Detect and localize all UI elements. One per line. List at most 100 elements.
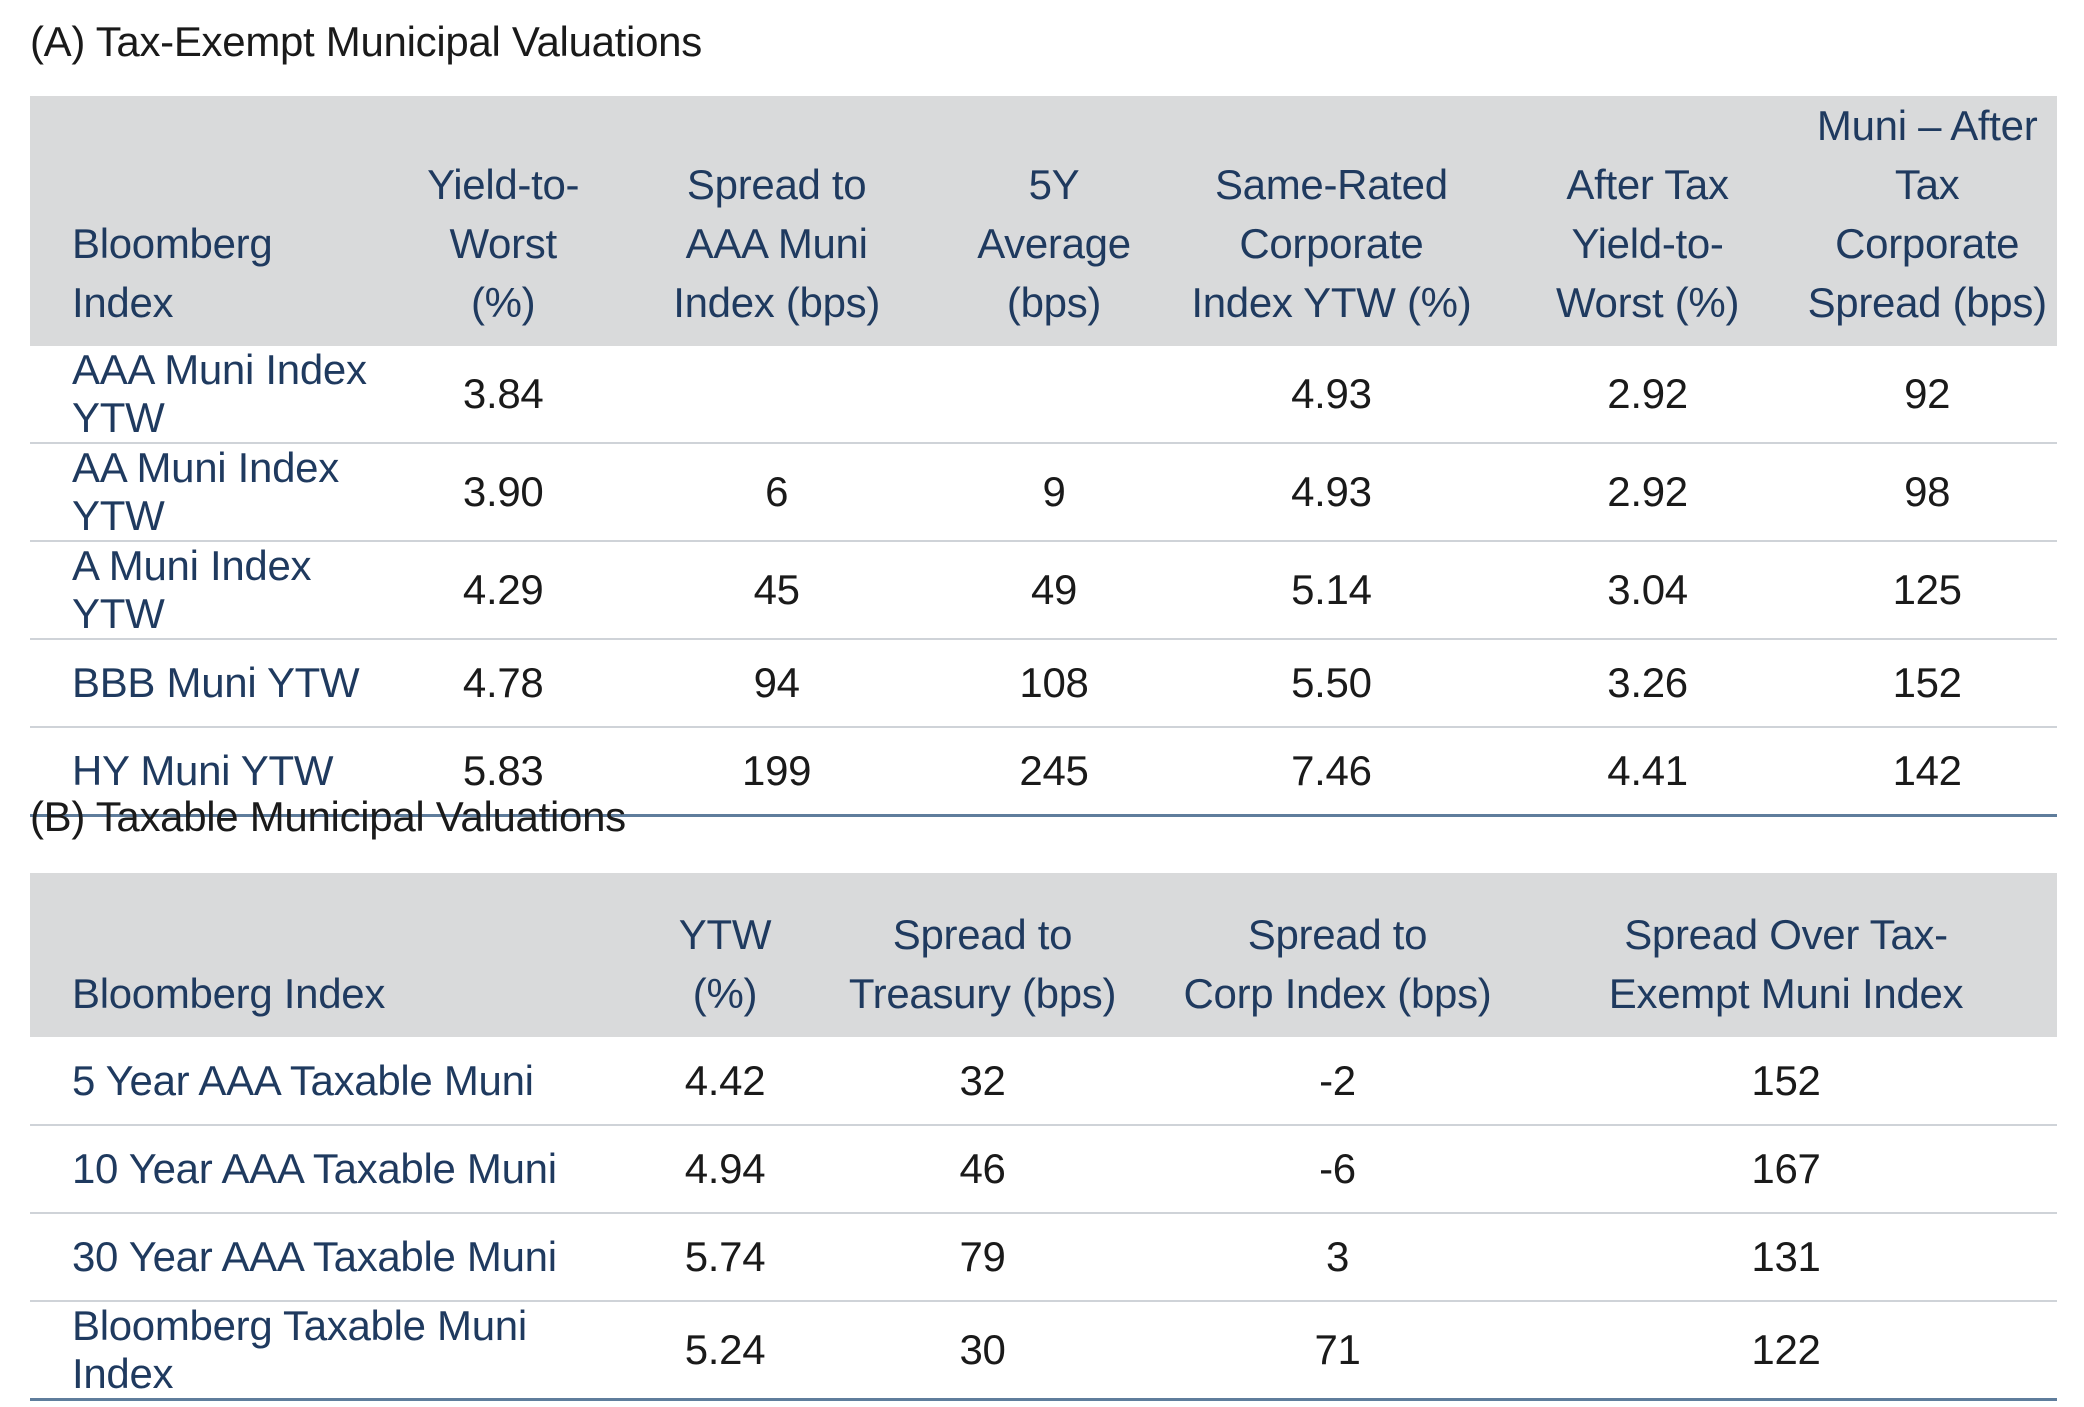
column-header-line: Spread to [892, 911, 1073, 958]
table-cell: 108 [943, 639, 1165, 728]
column-header-line: Index [72, 279, 174, 326]
table-row: AA Muni Index YTW 3.90 6 9 4.93 2.92 98 [30, 443, 2057, 542]
column-header-6: Muni – After Tax Corporate Spread (bps) [1797, 96, 2057, 346]
column-header-line: (%) [470, 279, 536, 326]
table-cell: 98 [1797, 443, 2057, 542]
table-cell [943, 346, 1165, 444]
table-cell: 142 [1797, 727, 2057, 817]
column-header-4: Same-Rated Corporate Index YTW (%) [1165, 96, 1498, 346]
table-cell: 125 [1797, 541, 2057, 640]
table-cell: 199 [610, 727, 944, 817]
table-cell: 3.84 [396, 346, 611, 444]
column-header-3: 5Y Average (bps) [943, 96, 1165, 346]
column-header-line: Spread Over Tax- [1624, 911, 1948, 958]
table-row: 30 Year AAA Taxable Muni 5.74 79 3 131 [30, 1213, 2057, 1302]
section-b-title: (B) Taxable Municipal Valuations [30, 793, 626, 840]
table-cell: 5.14 [1164, 541, 1498, 640]
table-cell: 4.78 [396, 639, 611, 728]
table-cell: 30 [805, 1301, 1160, 1401]
table-cell: 3.26 [1497, 639, 1798, 728]
column-header-1: YTW (%) [645, 873, 805, 1037]
column-header-4: Spread Over Tax- Exempt Muni Index [1515, 873, 2057, 1037]
column-header-line: Tax Corporate [1835, 161, 2020, 267]
column-header-2: Spread to AAA Muni Index (bps) [610, 96, 943, 346]
tax-exempt-valuations-table: Bloomberg Index Yield-to- Worst (%) Spread to… [30, 96, 2057, 817]
table-cell: 152 [1515, 1037, 2057, 1126]
column-header-line: Exempt Muni Index [1608, 970, 1964, 1017]
table-cell: 3 [1160, 1213, 1515, 1302]
table-cell: 245 [943, 727, 1165, 817]
column-header-line: Spread to [686, 161, 867, 208]
column-header-line: Treasury (bps) [848, 970, 1117, 1017]
row-label: 30 Year AAA Taxable Muni [30, 1213, 645, 1302]
table-cell: 4.93 [1164, 346, 1498, 444]
column-header-line: Corp Index (bps) [1183, 970, 1492, 1017]
column-header-line: Spread to [1247, 911, 1428, 958]
table-cell: 2.92 [1497, 443, 1798, 542]
table-cell: 4.94 [645, 1125, 805, 1214]
column-header-line: YTW (%) [678, 911, 772, 1017]
column-header-0: Bloomberg Index [30, 96, 396, 346]
table-cell: 4.93 [1164, 443, 1498, 542]
table-cell: 94 [610, 639, 944, 728]
table-cell: 32 [805, 1037, 1160, 1126]
column-header-0: Bloomberg Index [30, 873, 645, 1037]
table-header-row: Bloomberg Index YTW (%) Spread to Treasury … [30, 873, 2057, 1037]
section-a-title: (A) Tax-Exempt Municipal Valuations [30, 18, 702, 65]
column-header-line: After Tax [1566, 161, 1729, 208]
column-header-line: Muni – After [1816, 102, 2038, 149]
column-header-line: AAA Muni [685, 220, 868, 267]
row-label: A Muni Index YTW [30, 541, 397, 640]
table-cell: 71 [1160, 1301, 1515, 1401]
table-cell: 49 [943, 541, 1165, 640]
table-cell: 9 [943, 443, 1165, 542]
column-header-line: Corporate [1239, 220, 1424, 267]
table-header-row: Bloomberg Index Yield-to- Worst (%) Spread to… [30, 96, 2057, 346]
table-cell: 79 [805, 1213, 1160, 1302]
column-header-3: Spread to Corp Index (bps) [1160, 873, 1515, 1037]
table-cell: 122 [1515, 1301, 2057, 1401]
column-header-line: Bloomberg [72, 220, 273, 267]
table-cell: 4.41 [1497, 727, 1798, 817]
column-header-line: Bloomberg Index [72, 970, 386, 1017]
table-row: Bloomberg Taxable Muni Index 5.24 30 71 122 [30, 1301, 2057, 1401]
row-label: 10 Year AAA Taxable Muni [30, 1125, 645, 1214]
table-cell: 4.29 [396, 541, 611, 640]
row-label: Bloomberg Taxable Muni Index [30, 1301, 645, 1401]
column-header-line: Yield-to- [427, 161, 580, 208]
row-label: HY Muni YTW [30, 727, 397, 817]
column-header-line: Index YTW (%) [1191, 279, 1472, 326]
table-cell: 2.92 [1497, 346, 1798, 444]
column-header-5: After Tax Yield-to- Worst (%) [1498, 96, 1798, 346]
table-cell [610, 346, 944, 444]
column-header-line: Index (bps) [673, 279, 881, 326]
column-header-2: Spread to Treasury (bps) [805, 873, 1160, 1037]
table-cell: 7.46 [1164, 727, 1498, 817]
row-label: BBB Muni YTW [30, 639, 397, 728]
column-header-1: Yield-to- Worst (%) [396, 96, 610, 346]
table-cell: 3.90 [396, 443, 611, 542]
table-cell: 45 [610, 541, 944, 640]
table-cell: 5.24 [645, 1301, 805, 1401]
row-label: AAA Muni Index YTW [30, 346, 397, 444]
table-cell: -6 [1160, 1125, 1515, 1214]
table-cell: 152 [1797, 639, 2057, 728]
table-cell: 92 [1797, 346, 2057, 444]
column-header-line: Same-Rated [1214, 161, 1448, 208]
table-cell: 167 [1515, 1125, 2057, 1214]
table-cell: 5.83 [396, 727, 611, 817]
taxable-valuations-table: Bloomberg Index YTW (%) Spread to Treasury … [30, 873, 2057, 1401]
table-cell: -2 [1160, 1037, 1515, 1126]
table-cell: 4.42 [645, 1037, 805, 1126]
table-cell: 5.50 [1164, 639, 1498, 728]
column-header-line: Worst (%) [1555, 279, 1740, 326]
column-header-line: Spread (bps) [1807, 279, 2048, 326]
row-label: AA Muni Index YTW [30, 443, 397, 542]
table-cell: 5.74 [645, 1213, 805, 1302]
column-header-line: Worst [449, 220, 557, 267]
column-header-line: 5Y [1028, 161, 1080, 208]
table-row: 10 Year AAA Taxable Muni 4.94 46 -6 167 [30, 1125, 2057, 1214]
column-header-line: (bps) [1006, 279, 1102, 326]
table-row: A Muni Index YTW 4.29 45 49 5.14 3.04 125 [30, 541, 2057, 640]
row-label: 5 Year AAA Taxable Muni [30, 1037, 645, 1126]
